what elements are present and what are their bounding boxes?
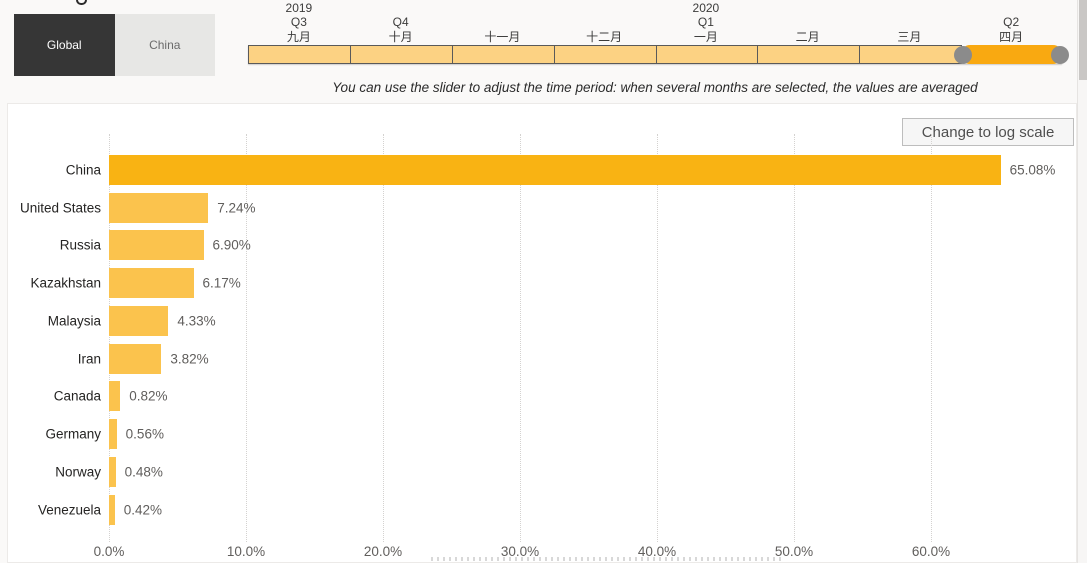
timeline-quarter-label: Q2	[1003, 15, 1020, 29]
timeline-month-label: 二月	[795, 30, 820, 44]
bar-row: Iran 3.82%	[78, 340, 1068, 378]
bar-malaysia[interactable]	[109, 305, 169, 336]
value-label: 0.82%	[129, 388, 168, 404]
category-label: Norway	[55, 464, 101, 480]
bar-row: China 65.08%	[66, 151, 1068, 189]
bar-row: Malaysia 4.33%	[48, 302, 1068, 340]
timeline-segment-5[interactable]	[655, 45, 759, 64]
bar-norway[interactable]	[109, 456, 116, 487]
timeline-month-label: 三月	[897, 30, 922, 44]
bar-kazakhstan[interactable]	[109, 268, 194, 299]
value-label: 0.42%	[123, 502, 163, 518]
timeline-month-label: 十月	[388, 30, 413, 44]
x-axis: 0.0% 10.0% 20.0% 30.0% 40.0% 50.0% 60.0%	[94, 542, 1068, 562]
timeline-month-label: 四月	[999, 30, 1024, 44]
x-axis-tick-label: 50.0%	[774, 544, 814, 559]
category-label: Canada	[53, 388, 101, 404]
x-axis-tick-label: 30.0%	[500, 544, 540, 559]
slider-hint-text: You can use the slider to adjust the tim…	[332, 80, 978, 95]
timeline-segment-6[interactable]	[757, 45, 861, 64]
timeline-month-label: 一月	[693, 30, 718, 44]
timeline-segment-8-selected[interactable]	[954, 45, 1069, 64]
clipped-heading-remnant	[76, 0, 87, 5]
slider-handle-right[interactable]	[1051, 45, 1069, 64]
bar-venezuela[interactable]	[109, 494, 115, 525]
china-toggle-button[interactable]: China	[114, 14, 215, 76]
timeline-quarter-label: Q1	[697, 15, 714, 29]
timeline-month-label: 十二月	[586, 30, 623, 44]
x-axis-tick-label: 10.0%	[226, 544, 266, 559]
bar-row: Kazakhstan 6.17%	[30, 264, 1068, 302]
category-label: Iran	[77, 351, 101, 367]
x-axis-tick-label: 0.0%	[93, 544, 125, 559]
value-label: 0.56%	[125, 426, 164, 442]
bar-canada[interactable]	[109, 381, 121, 412]
value-label: 7.24%	[217, 200, 256, 216]
value-label: 3.82%	[170, 351, 209, 367]
x-axis-tick-label: 60.0%	[911, 544, 951, 559]
bar-germany[interactable]	[109, 419, 117, 450]
value-label: 65.08%	[1009, 162, 1056, 178]
bar-row: Germany 0.56%	[45, 415, 1068, 453]
timeline-month-row: 九月 十月 十一月 十二月 一月 二月 三月 四月	[248, 30, 1062, 44]
x-axis-tick-label: 40.0%	[637, 544, 677, 559]
bar-row: Norway 0.48%	[55, 453, 1068, 491]
timeline-segment-1[interactable]	[248, 45, 351, 64]
category-label: United States	[19, 200, 101, 216]
log-scale-button[interactable]: Change to log scale	[902, 118, 1074, 146]
global-toggle-button[interactable]: Global	[14, 14, 115, 76]
hashrate-chart-panel: Change to log scale China 65.08% United St…	[7, 103, 1077, 563]
bar-russia[interactable]	[109, 230, 204, 261]
vertical-scrollbar[interactable]	[1077, 0, 1087, 563]
category-label: Malaysia	[47, 313, 101, 329]
timeline-month-label: 十一月	[484, 30, 521, 44]
bar-row: United States 7.24%	[20, 189, 1068, 227]
bar-row: Venezuela 0.42%	[38, 491, 1068, 529]
category-label: Venezuela	[37, 502, 101, 518]
value-label: 6.90%	[212, 237, 251, 253]
category-label: China	[65, 162, 101, 178]
timeline-quarter-row: Q3 Q4 Q1 Q2	[248, 15, 1062, 29]
slider-handle-left[interactable]	[954, 45, 973, 64]
timeline-segment-2[interactable]	[349, 45, 453, 64]
timeline-segment-7[interactable]	[859, 45, 963, 64]
clipped-caption-strip	[431, 557, 781, 561]
value-label: 6.17%	[202, 275, 241, 291]
timeline-quarter-label: Q3	[290, 15, 307, 29]
value-label: 0.48%	[124, 464, 163, 480]
timeline-year-label: 2020	[692, 1, 720, 15]
bar-row: Russia 6.90%	[60, 227, 1068, 265]
scope-toggle: Global China	[14, 14, 215, 76]
value-label: 4.33%	[177, 313, 216, 329]
bar-united-states[interactable]	[109, 192, 209, 223]
timeline-year-row: 2019 2020	[248, 1, 1062, 15]
bar-china[interactable]	[109, 154, 1001, 185]
category-label: Kazakhstan	[30, 275, 101, 291]
timeline-year-label: 2019	[285, 1, 313, 15]
scrollbar-thumb[interactable]	[1079, 0, 1087, 80]
time-period-slider: 2019 2020 Q3 Q4 Q1 Q2 九月 十月 十一月 十二月 一月 二月 三月 四月 You…	[248, 0, 1069, 100]
timeline-month-label: 九月	[286, 30, 311, 44]
timeline-segment-4[interactable]	[553, 45, 657, 64]
category-label: Germany	[45, 426, 101, 442]
category-label: Russia	[59, 237, 101, 253]
bar-rows: China 65.08% United States 7.24% Russia 6.90%…	[20, 151, 1068, 529]
time-slider-track[interactable]	[248, 45, 1069, 64]
timeline-segment-3[interactable]	[451, 45, 555, 64]
bar-row: Canada 0.82%	[54, 378, 1068, 416]
bar-iran[interactable]	[109, 343, 162, 374]
x-axis-tick-label: 20.0%	[363, 544, 403, 559]
timeline-quarter-label: Q4	[392, 15, 409, 29]
